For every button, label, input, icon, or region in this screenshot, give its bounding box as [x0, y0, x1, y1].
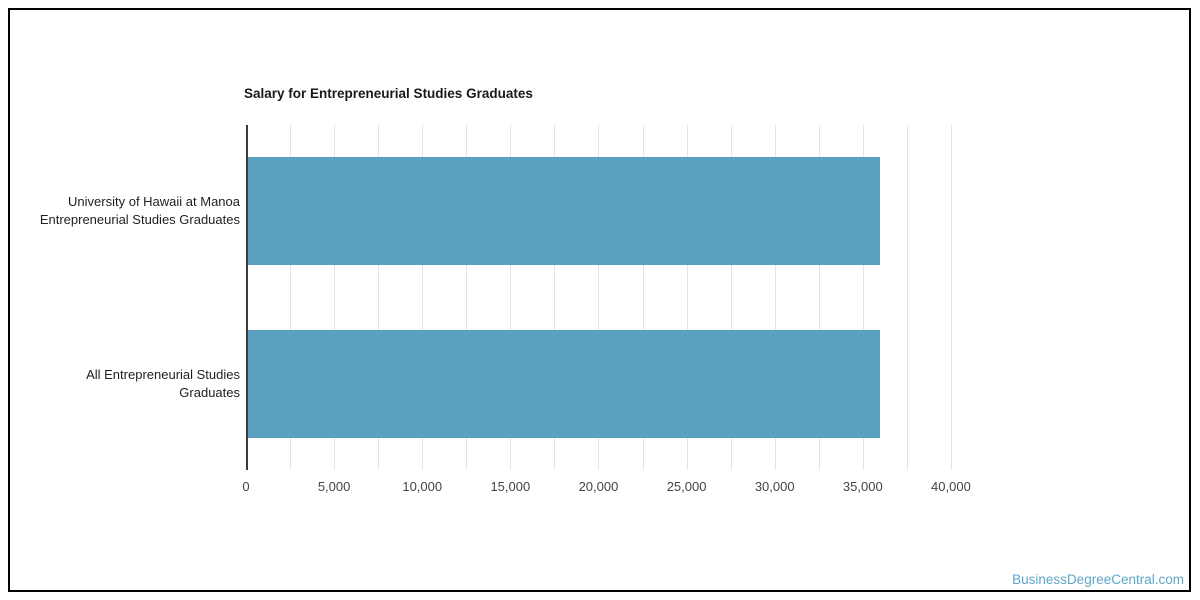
- gridline: [554, 125, 556, 470]
- gridline: [950, 125, 952, 470]
- x-tick-label: 20,000: [578, 479, 619, 494]
- gridline: [774, 125, 776, 470]
- category-label: All Entrepreneurial Studies Graduates: [0, 366, 240, 402]
- gridline: [466, 125, 468, 470]
- bar[interactable]: [248, 157, 881, 266]
- y-axis-line: [246, 125, 248, 470]
- gridline: [510, 125, 512, 470]
- chart-title: Salary for Entrepreneurial Studies Gradu…: [244, 86, 533, 101]
- x-tick-label: 35,000: [842, 479, 883, 494]
- x-tick-label: 0: [242, 479, 250, 494]
- x-tick-label: 10,000: [402, 479, 443, 494]
- watermark-link[interactable]: BusinessDegreeCentral.com: [1012, 572, 1184, 587]
- gridline: [818, 125, 820, 470]
- gridline: [686, 125, 688, 470]
- gridline: [378, 125, 380, 470]
- gridline: [598, 125, 600, 470]
- category-label-line: Graduates: [179, 384, 240, 400]
- gridline: [422, 125, 424, 470]
- bar[interactable]: [248, 329, 881, 438]
- gridline: [730, 125, 732, 470]
- gridline: [334, 125, 336, 470]
- category-label-line: University of Hawaii at Manoa: [68, 194, 240, 210]
- category-label-line: All Entrepreneurial Studies: [86, 366, 240, 382]
- x-tick-label: 5,000: [317, 479, 351, 494]
- gridline: [290, 125, 292, 470]
- gridline: [906, 125, 908, 470]
- category-label: University of Hawaii at Manoa Entrepreneu…: [0, 193, 240, 229]
- x-tick-label: 30,000: [754, 479, 795, 494]
- x-tick-label: 40,000: [931, 479, 971, 494]
- gridline: [642, 125, 644, 470]
- plot-area: [246, 125, 995, 470]
- gridline: [862, 125, 864, 470]
- category-label-line: Entrepreneurial Studies Graduates: [39, 212, 240, 228]
- x-tick-label: 15,000: [490, 479, 531, 494]
- x-tick-label: 25,000: [666, 479, 707, 494]
